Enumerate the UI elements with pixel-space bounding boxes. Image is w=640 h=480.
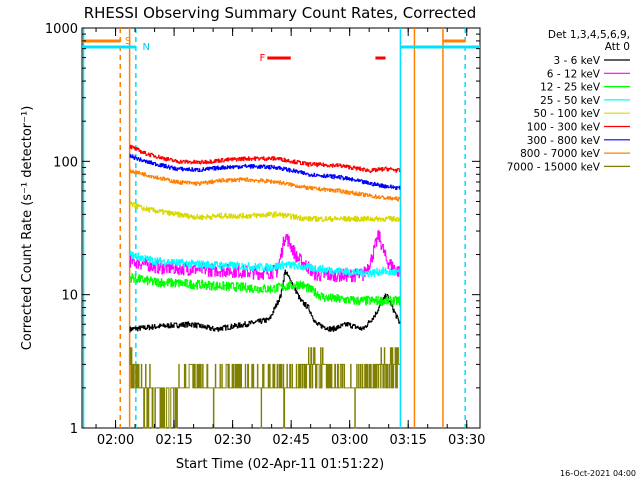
y-tick-label: 100: [53, 155, 78, 170]
marker-label-f: F: [260, 53, 266, 64]
x-axis-label: Start Time (02-Apr-11 01:51:22): [176, 457, 384, 472]
series-line-5: [129, 201, 401, 222]
legend-entry-label: 12 - 25 keV: [540, 82, 601, 94]
x-tick-label: 03:30: [448, 433, 485, 448]
marker-label-n: N: [142, 42, 149, 53]
y-tick-label: 10: [61, 289, 78, 304]
legend-entry-label: 7000 - 15000 keV: [507, 161, 601, 173]
series-line-8: [129, 168, 401, 202]
y-axis-label: Corrected Count Rate (s⁻¹ detector⁻¹): [20, 106, 35, 351]
legend-header: Att 0: [605, 41, 630, 53]
series-line-3: [129, 273, 401, 306]
series-line-6: [129, 144, 401, 173]
chart-title: RHESSI Observing Summary Count Rates, Co…: [84, 4, 477, 22]
series-line-7: [129, 153, 401, 190]
marker-label-s: S: [125, 36, 131, 47]
y-axis: 1 10 100 1000: [45, 22, 480, 437]
series-line-4: [129, 250, 401, 278]
legend-entry-label: 300 - 800 keV: [527, 135, 601, 147]
plot-area: SN F: [81, 27, 481, 429]
footer-timestamp: 16-Oct-2021 04:00: [560, 469, 636, 478]
series-line-1: [129, 269, 401, 333]
legend-entry-label: 50 - 100 keV: [533, 108, 600, 120]
x-tick-label: 02:00: [97, 433, 134, 448]
legend-entry-label: 6 - 12 keV: [547, 68, 601, 80]
legend-header: Det 1,3,4,5,6,9,: [548, 29, 630, 41]
plot-frame: [81, 27, 481, 429]
x-tick-label: 02:30: [214, 433, 251, 448]
x-tick-label: 03:15: [389, 433, 426, 448]
legend-entry-label: 3 - 6 keV: [553, 55, 600, 67]
x-tick-label: 03:00: [331, 433, 368, 448]
y-tick-label: 1: [70, 422, 78, 437]
x-tick-label: 02:45: [272, 433, 309, 448]
x-tick-label: 02:15: [155, 433, 192, 448]
legend-entry-label: 800 - 7000 keV: [520, 148, 601, 160]
series-line-9: [129, 347, 400, 429]
legend-entry-label: 100 - 300 keV: [527, 122, 601, 134]
legend-entry-label: 25 - 50 keV: [540, 95, 601, 107]
x-axis: 02:00 02:15 02:30 02:45 03:00 03:15 03:30: [95, 28, 485, 448]
y-tick-label: 1000: [45, 22, 78, 37]
